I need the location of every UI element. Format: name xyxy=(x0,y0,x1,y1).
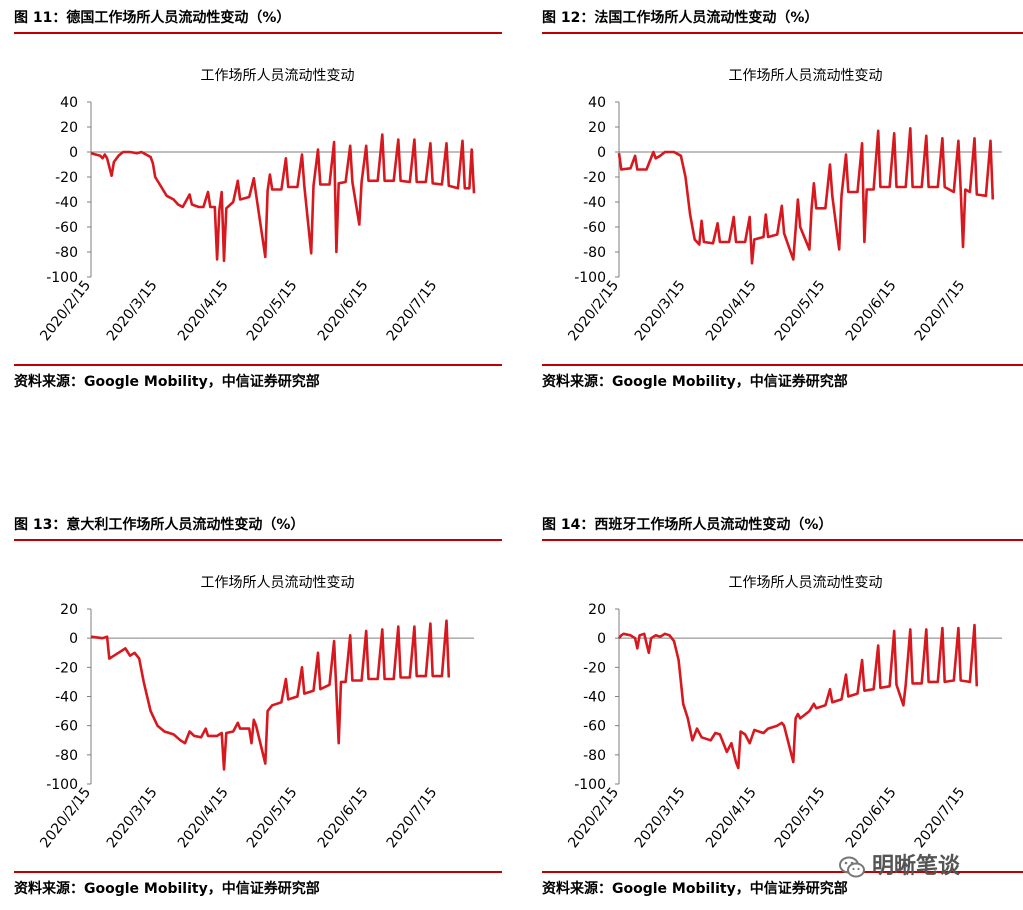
x-tick-label: 2020/6/15 xyxy=(315,278,372,344)
y-tick-label: -20 xyxy=(55,170,78,186)
figure-label: 图 11：德国工作场所人员流动性变动（%） xyxy=(14,10,291,26)
y-tick-label: 20 xyxy=(60,602,78,618)
y-tick-label: -80 xyxy=(55,245,78,261)
figure-label: 图 13：意大利工作场所人员流动性变动（%） xyxy=(14,517,305,533)
y-tick-label: 40 xyxy=(588,95,606,111)
x-tick-label: 2020/5/15 xyxy=(772,785,829,851)
x-tick-label: 2020/5/15 xyxy=(244,278,301,344)
y-tick-label: -100 xyxy=(46,270,78,286)
y-tick-label: -100 xyxy=(574,270,606,286)
x-tick-label: 2020/4/15 xyxy=(175,278,232,344)
x-tick-label: 2020/3/15 xyxy=(632,785,689,851)
x-tick-label: 2020/7/15 xyxy=(384,278,441,344)
y-tick-label: 20 xyxy=(60,120,78,136)
y-tick-label: -100 xyxy=(46,777,78,793)
y-tick-label: -20 xyxy=(583,660,606,676)
y-tick-label: -80 xyxy=(55,748,78,764)
x-tick-label: 2020/5/15 xyxy=(244,785,301,851)
x-tick-label: 2020/2/15 xyxy=(37,278,94,344)
divider xyxy=(14,871,502,873)
y-tick-label: 0 xyxy=(597,145,606,161)
divider xyxy=(542,32,1023,34)
x-tick-label: 2020/4/15 xyxy=(703,785,760,851)
chart-title: 工作场所人员流动性变动 xyxy=(201,68,355,84)
y-tick-label: -40 xyxy=(55,195,78,211)
divider xyxy=(14,539,502,541)
watermark-text: 明晰笔谈 xyxy=(872,854,961,879)
y-tick-label: -60 xyxy=(583,719,606,735)
x-tick-label: 2020/6/15 xyxy=(843,785,900,851)
x-tick-label: 2020/2/15 xyxy=(565,278,622,344)
series-line xyxy=(90,133,476,263)
source-note: 资料来源：Google Mobility，中信证券研究部 xyxy=(542,374,848,390)
y-tick-label: -40 xyxy=(55,690,78,706)
x-tick-label: 2020/6/15 xyxy=(843,278,900,344)
source-note: 资料来源：Google Mobility，中信证券研究部 xyxy=(542,881,848,897)
line-chart-france: 工作场所人员流动性变动 40 20 0 -20 -40 -60 -80 -1002020/2/1… xyxy=(565,68,1002,344)
x-tick-label: 2020/6/15 xyxy=(315,785,372,851)
watermark: 明晰笔谈 xyxy=(838,848,960,880)
series-line xyxy=(617,623,979,770)
x-tick-label: 2020/2/15 xyxy=(37,785,94,851)
y-tick-label: 20 xyxy=(588,602,606,618)
wechat-icon xyxy=(839,856,865,878)
y-tick-label: -20 xyxy=(583,170,606,186)
divider xyxy=(14,32,502,34)
divider xyxy=(542,364,1023,366)
y-tick-label: 0 xyxy=(597,631,606,647)
line-chart-germany: 工作场所人员流动性变动 40 20 0 -20 -40 -60 -80 -1002020/2/1… xyxy=(37,68,476,344)
y-tick-label: -40 xyxy=(583,195,606,211)
chart-title: 工作场所人员流动性变动 xyxy=(729,68,883,84)
y-tick-label: -80 xyxy=(583,245,606,261)
x-tick-label: 2020/7/15 xyxy=(384,785,441,851)
y-tick-label: 0 xyxy=(69,631,78,647)
series-line xyxy=(617,127,995,265)
divider xyxy=(542,539,1023,541)
y-tick-label: 20 xyxy=(588,120,606,136)
x-tick-label: 2020/2/15 xyxy=(565,785,622,851)
x-tick-label: 2020/4/15 xyxy=(703,278,760,344)
y-tick-label: -100 xyxy=(574,777,606,793)
y-tick-label: -80 xyxy=(583,748,606,764)
x-tick-label: 2020/5/15 xyxy=(772,278,829,344)
x-tick-label: 2020/7/15 xyxy=(912,785,969,851)
y-tick-label: -60 xyxy=(55,719,78,735)
y-tick-label: -60 xyxy=(583,220,606,236)
x-tick-label: 2020/7/15 xyxy=(912,278,969,344)
divider xyxy=(542,871,1023,873)
figure-label: 图 12：法国工作场所人员流动性变动（%） xyxy=(542,10,819,26)
x-tick-label: 2020/3/15 xyxy=(104,785,161,851)
y-tick-label: 40 xyxy=(60,95,78,111)
x-tick-label: 2020/4/15 xyxy=(175,785,232,851)
chart-title: 工作场所人员流动性变动 xyxy=(201,575,355,591)
series-line xyxy=(90,619,451,771)
y-tick-label: -40 xyxy=(583,690,606,706)
x-tick-label: 2020/3/15 xyxy=(104,278,161,344)
figure-label: 图 14：西班牙工作场所人员流动性变动（%） xyxy=(542,517,833,533)
source-note: 资料来源：Google Mobility，中信证券研究部 xyxy=(14,374,320,390)
y-tick-label: 0 xyxy=(69,145,78,161)
source-note: 资料来源：Google Mobility，中信证券研究部 xyxy=(14,881,320,897)
divider xyxy=(14,364,502,366)
chart-title: 工作场所人员流动性变动 xyxy=(729,575,883,591)
y-tick-label: -20 xyxy=(55,660,78,676)
y-tick-label: -60 xyxy=(55,220,78,236)
x-tick-label: 2020/3/15 xyxy=(632,278,689,344)
